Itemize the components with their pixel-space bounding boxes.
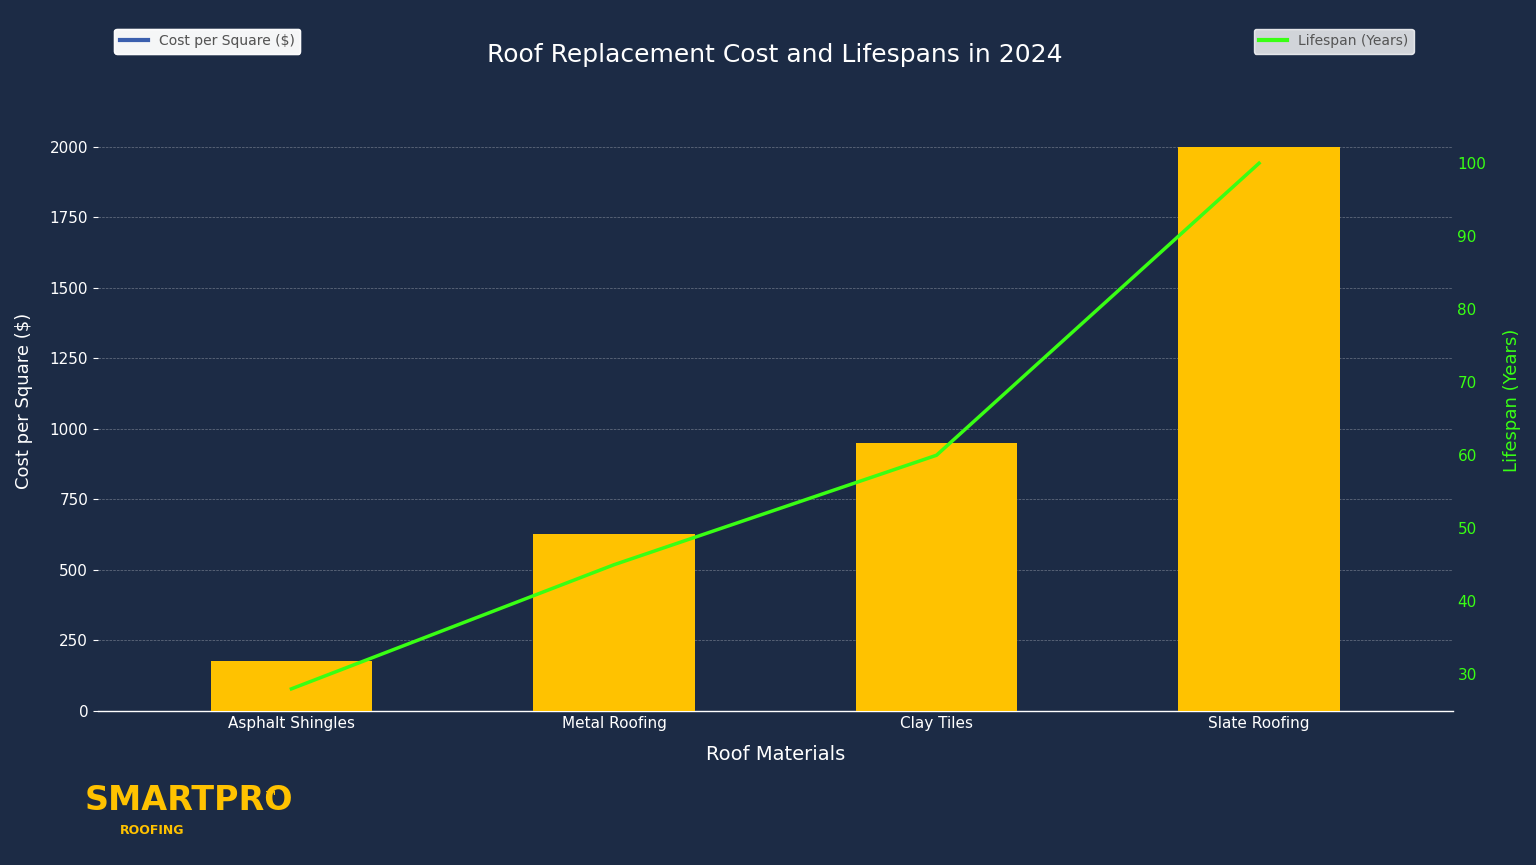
Bar [856, 443, 1017, 711]
Title: Roof Replacement Cost and Lifespans in 2024: Roof Replacement Cost and Lifespans in 2… [487, 43, 1063, 67]
Bar [1178, 147, 1339, 711]
Text: SMARTPRO: SMARTPRO [84, 785, 293, 817]
Text: ™: ™ [264, 789, 278, 803]
X-axis label: Roof Materials: Roof Materials [705, 745, 845, 764]
Y-axis label: Lifespan (Years): Lifespan (Years) [1504, 329, 1521, 472]
Bar [533, 535, 694, 711]
Y-axis label: Cost per Square ($): Cost per Square ($) [15, 312, 32, 489]
Legend: Cost per Square ($): Cost per Square ($) [115, 29, 301, 54]
Text: ROOFING: ROOFING [120, 824, 184, 837]
Legend: Lifespan (Years): Lifespan (Years) [1253, 29, 1413, 54]
Bar [210, 662, 372, 711]
